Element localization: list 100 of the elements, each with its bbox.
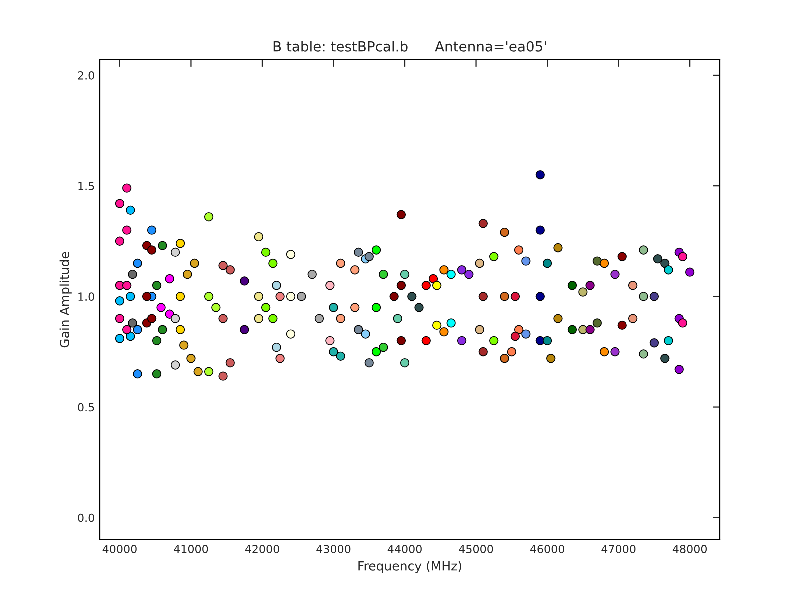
point [361, 330, 370, 339]
point [297, 292, 306, 302]
x-tick-label: 41000 [174, 545, 208, 554]
point [478, 292, 488, 302]
y-tick-label: 1.0 [78, 292, 94, 302]
point [522, 256, 531, 266]
point [510, 292, 520, 302]
point [261, 303, 271, 312]
x-tick-label: 44000 [388, 545, 422, 554]
point [639, 292, 648, 302]
point [152, 336, 162, 346]
point [268, 314, 278, 324]
point [176, 292, 186, 302]
point [218, 372, 228, 381]
point [674, 365, 684, 374]
point [329, 347, 338, 357]
point [240, 276, 250, 286]
point [542, 258, 552, 268]
point [639, 246, 648, 255]
point [422, 281, 431, 290]
y-tick-label: 0.0 [78, 514, 94, 522]
point [510, 332, 520, 342]
point [336, 352, 346, 361]
point [364, 358, 374, 368]
point [554, 314, 563, 324]
point [272, 342, 282, 352]
point [142, 292, 152, 302]
point [660, 354, 670, 364]
point [314, 314, 324, 324]
point [183, 270, 192, 280]
point [379, 342, 388, 352]
point [336, 314, 346, 324]
point [664, 266, 674, 275]
point [276, 354, 285, 364]
point [190, 258, 200, 268]
point [133, 325, 142, 334]
chart-title: B table: testBPcal.b Antenna='ea05' [274, 41, 546, 52]
point [176, 239, 186, 248]
point [350, 303, 360, 312]
point [586, 325, 595, 334]
point [128, 270, 138, 280]
point [194, 367, 203, 376]
point [478, 219, 488, 228]
point [678, 252, 688, 262]
point [600, 347, 610, 357]
point [170, 314, 180, 324]
point [226, 266, 235, 275]
point [372, 303, 382, 312]
point [440, 266, 449, 275]
point [170, 248, 180, 258]
point [133, 258, 142, 268]
point [156, 303, 166, 312]
point [115, 334, 125, 344]
point [254, 232, 264, 242]
point [536, 292, 545, 302]
point [628, 314, 638, 324]
point [204, 367, 214, 376]
point [432, 281, 442, 290]
point [147, 246, 157, 255]
point [422, 336, 431, 346]
y-tick-label: 2.0 [78, 71, 94, 80]
point [664, 336, 674, 346]
point [464, 270, 474, 280]
point [115, 314, 125, 324]
x-tick-label: 45000 [459, 545, 494, 554]
point [568, 281, 578, 290]
point [268, 258, 278, 268]
point [158, 325, 168, 334]
point [546, 354, 556, 364]
point [126, 206, 136, 215]
point [226, 358, 235, 368]
point [126, 292, 136, 302]
point [396, 210, 406, 220]
x-tick-label: 46000 [530, 545, 564, 554]
point [600, 258, 610, 268]
point [446, 318, 456, 328]
point [653, 254, 663, 264]
point [440, 327, 449, 337]
point [542, 336, 552, 346]
point [618, 320, 627, 330]
point [490, 336, 499, 346]
point [186, 354, 196, 364]
point [176, 325, 186, 334]
point [390, 292, 399, 302]
point [115, 199, 125, 208]
point [500, 292, 510, 302]
point [115, 296, 125, 306]
x-tick-label: 43000 [316, 545, 351, 554]
point [685, 268, 695, 277]
point [147, 226, 157, 235]
point [122, 281, 132, 290]
point [554, 243, 563, 253]
point [610, 270, 620, 280]
point [329, 303, 338, 312]
point [536, 226, 545, 235]
point [170, 360, 180, 370]
point [578, 288, 588, 297]
point [379, 270, 388, 280]
point [428, 274, 438, 284]
point [350, 266, 360, 275]
